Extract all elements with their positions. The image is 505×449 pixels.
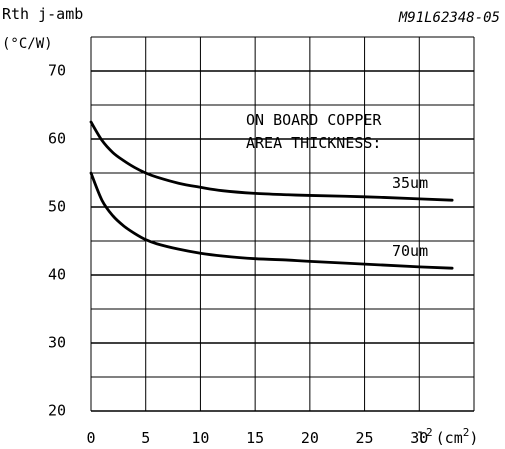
y-tick-label: 40 bbox=[48, 266, 66, 284]
annotation-line-2: AREA THICKNESS: bbox=[246, 134, 381, 152]
y-tick-label: 70 bbox=[48, 62, 66, 80]
x-tick-label: 10 bbox=[191, 429, 209, 447]
x-axis-unit-superscript: 2 bbox=[463, 426, 470, 439]
y-tick-label: 50 bbox=[48, 198, 66, 216]
x-axis-unit-close: ) bbox=[469, 429, 478, 447]
x-tick-label: 30 bbox=[410, 429, 428, 447]
series-label-70um: 70um bbox=[392, 242, 428, 260]
x-tick-label: 20 bbox=[301, 429, 319, 447]
x-axis-label: l2 (cm2) bbox=[417, 426, 478, 447]
annotation-line-1: ON BOARD COPPER bbox=[246, 111, 382, 129]
series-labels: 35um 70um bbox=[392, 174, 428, 260]
x-tick-label: 5 bbox=[141, 429, 150, 447]
grid bbox=[90, 36, 475, 412]
y-tick-labels: 20 30 40 50 60 70 bbox=[48, 62, 66, 420]
series-line-70um bbox=[89, 171, 454, 270]
x-axis-variable: l bbox=[417, 429, 426, 447]
x-axis-unit-open: (cm bbox=[436, 429, 463, 447]
y-tick-label: 20 bbox=[48, 402, 66, 420]
x-axis-variable-superscript: 2 bbox=[426, 426, 433, 439]
x-tick-label: 25 bbox=[356, 429, 374, 447]
series-label-35um: 35um bbox=[392, 174, 428, 192]
y-tick-label: 60 bbox=[48, 130, 66, 148]
series-line-35um bbox=[89, 120, 454, 202]
y-axis-unit: (°C/W) bbox=[2, 36, 53, 52]
y-axis-title: Rth j-amb bbox=[2, 5, 83, 23]
x-tick-label: 0 bbox=[86, 429, 95, 447]
x-tick-label: 15 bbox=[246, 429, 264, 447]
y-tick-label: 30 bbox=[48, 334, 66, 352]
series-curves bbox=[89, 120, 454, 270]
document-code: M91L62348-05 bbox=[398, 10, 500, 26]
x-tick-labels: 0 5 10 15 20 25 30 bbox=[86, 429, 428, 447]
